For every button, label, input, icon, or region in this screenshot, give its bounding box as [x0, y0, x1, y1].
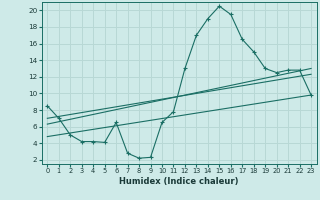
X-axis label: Humidex (Indice chaleur): Humidex (Indice chaleur): [119, 177, 239, 186]
